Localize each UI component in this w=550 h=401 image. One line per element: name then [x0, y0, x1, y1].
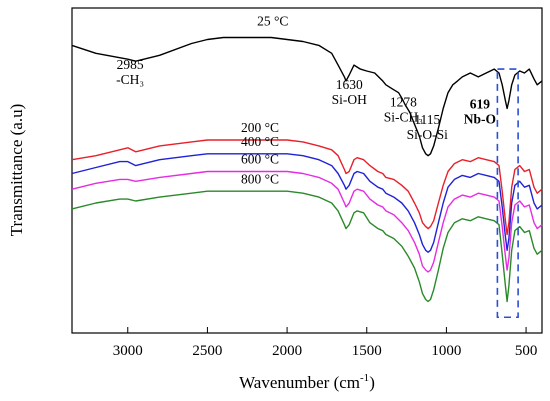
series-label: 400 °C [241, 134, 279, 149]
y-axis-title: Transmittance (a.u) [7, 104, 26, 237]
x-tick-label: 3000 [113, 343, 143, 359]
series-line-0 [71, 36, 543, 157]
series-line-4 [71, 190, 543, 303]
peak-annotation: 1115 Si-O-Si [407, 112, 449, 142]
x-tick-label: 500 [515, 343, 538, 359]
series-label: 200 °C [241, 120, 279, 135]
x-axis-title: Wavenumber (cm-1) [239, 372, 375, 392]
x-tick-label: 2000 [272, 343, 302, 359]
x-tick-label: 2500 [192, 343, 222, 359]
series-line-3 [71, 170, 543, 273]
peak-annotation: 1630 Si-OH [332, 77, 368, 107]
series-line-1 [71, 139, 543, 236]
series-label: 25 °C [257, 14, 288, 29]
peak-annotation: 1278 Si-CH₃ [384, 94, 424, 124]
series-layer [71, 36, 543, 303]
highlight-box-layer [496, 68, 519, 319]
plot-frame [71, 7, 543, 334]
series-label: 800 °C [241, 171, 279, 186]
x-axis-ticks: 3000 2500 2000 1500 1000 500 [113, 327, 538, 359]
peak-annotation: 619 Nb-O [464, 96, 496, 126]
x-tick-label: 1500 [352, 343, 382, 359]
x-tick-label: 1000 [431, 343, 461, 359]
nb-o-highlight-box [496, 68, 519, 319]
series-line-2 [71, 153, 543, 253]
peak-annotation: 2985 -CH₃ [116, 57, 144, 87]
series-label: 600 °C [241, 152, 279, 167]
